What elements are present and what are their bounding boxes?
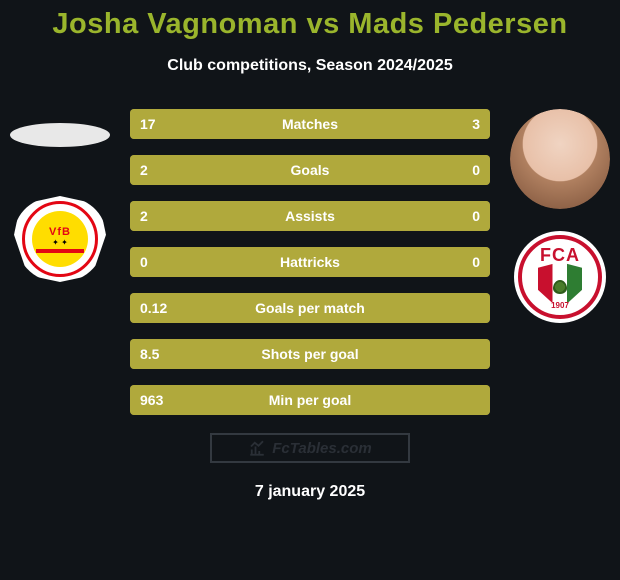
stats-area: VfB ✦ ✦ FCA 19 — [0, 109, 620, 415]
stat-row: 963Min per goal — [130, 385, 490, 415]
player2-avatar — [510, 109, 610, 209]
stat-label: Goals per match — [130, 293, 490, 323]
player2-column: FCA 1907 — [510, 109, 610, 327]
date-text: 7 january 2025 — [0, 483, 620, 501]
stat-row: 0.12Goals per match — [130, 293, 490, 323]
stat-label: Assists — [130, 201, 490, 231]
vfb-stuttgart-crest: VfB ✦ ✦ — [14, 196, 106, 282]
stat-label: Goals — [130, 155, 490, 185]
stat-row: 00Hattricks — [130, 247, 490, 277]
player2-avatar-placeholder — [510, 109, 610, 209]
stat-label: Matches — [130, 109, 490, 139]
watermark: FcTables.com — [210, 433, 410, 463]
fc-augsburg-crest: FCA 1907 — [514, 231, 606, 323]
subtitle: Club competitions, Season 2024/2025 — [0, 57, 620, 75]
player1-column: VfB ✦ ✦ — [10, 109, 110, 289]
player1-avatar-placeholder — [10, 123, 110, 147]
player1-avatar — [10, 123, 110, 147]
chart-icon — [248, 439, 266, 457]
stat-row: 173Matches — [130, 109, 490, 139]
stat-row: 8.5Shots per goal — [130, 339, 490, 369]
page-title: Josha Vagnoman vs Mads Pedersen — [0, 0, 620, 41]
watermark-text: FcTables.com — [272, 440, 371, 457]
player1-club-badge: VfB ✦ ✦ — [10, 189, 110, 289]
stat-row: 20Goals — [130, 155, 490, 185]
stat-row: 20Assists — [130, 201, 490, 231]
stat-bars: 173Matches 20Goals 20Assists 00Hattricks 0.1… — [130, 109, 490, 415]
stat-label: Hattricks — [130, 247, 490, 277]
infographic-root: Josha Vagnoman vs Mads Pedersen Club com… — [0, 0, 620, 580]
stat-label: Shots per goal — [130, 339, 490, 369]
stat-label: Min per goal — [130, 385, 490, 415]
player2-club-badge: FCA 1907 — [510, 227, 610, 327]
